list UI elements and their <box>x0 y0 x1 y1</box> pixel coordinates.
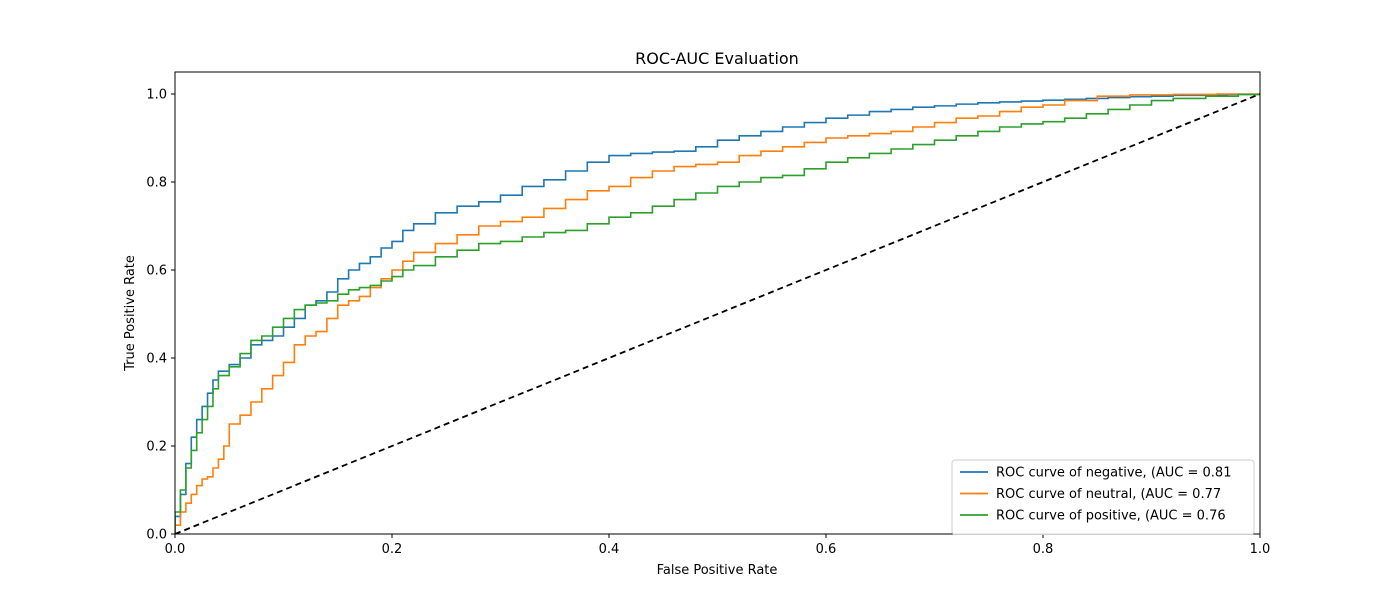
plot-area <box>174 71 1261 535</box>
legend-entry-label: ROC curve of negative, (AUC = 0.81 <box>996 466 1231 481</box>
roc-series-line-1 <box>175 93 1260 534</box>
x-tick-label: 1.0 <box>1250 542 1271 557</box>
x-tick-label: 0.2 <box>382 542 403 557</box>
y-tick-label: 0.6 <box>146 264 167 279</box>
x-tick-label: 0.6 <box>816 542 837 557</box>
y-tick-label: 0.0 <box>146 528 167 543</box>
x-axis-ticks: 0.0 0.2 0.4 0.6 0.8 1.0 <box>165 534 1271 557</box>
y-axis-label: True Positive Rate <box>123 255 138 372</box>
y-tick-label: 0.8 <box>146 176 167 191</box>
y-tick-label: 1.0 <box>146 88 167 103</box>
x-tick-label: 0.8 <box>1033 542 1054 557</box>
y-tick-label: 0.4 <box>146 352 167 367</box>
axes-frame <box>174 71 1261 535</box>
x-tick-label: 0.4 <box>599 542 620 557</box>
x-axis-label: False Positive Rate <box>657 563 778 578</box>
legend: ROC curve of negative, (AUC = 0.81 ROC cu… <box>951 459 1255 535</box>
chance-diagonal-line <box>175 93 1260 534</box>
legend-entry-label: ROC curve of neutral, (AUC = 0.77 <box>996 487 1221 502</box>
legend-entry-label: ROC curve of positive, (AUC = 0.76 <box>996 509 1226 524</box>
legend-box <box>951 459 1255 535</box>
y-axis-ticks: 0.0 0.2 0.4 0.6 0.8 1.0 <box>146 88 175 543</box>
chart-title: ROC-AUC Evaluation <box>635 49 799 68</box>
x-tick-label: 0.0 <box>165 542 186 557</box>
roc-series-line-2 <box>175 93 1260 534</box>
roc-series-line-0 <box>175 93 1260 534</box>
y-tick-label: 0.2 <box>146 440 167 455</box>
